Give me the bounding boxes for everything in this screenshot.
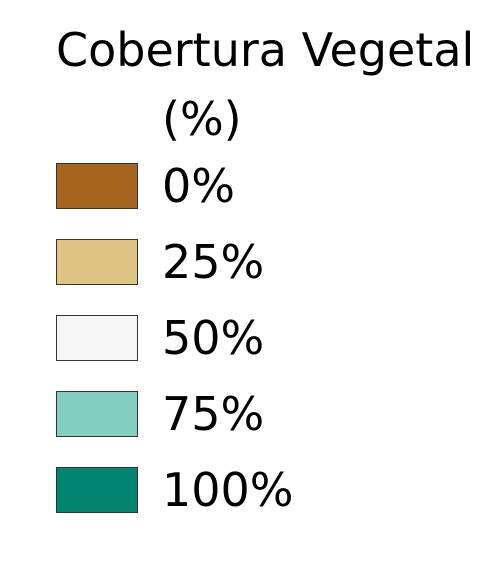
legend-swatch-25 <box>56 239 138 285</box>
legend-title: Cobertura Vegetal <box>56 23 475 77</box>
legend-swatch-100 <box>56 467 138 513</box>
legend-label-0: 0% <box>162 159 235 213</box>
legend-swatch-75 <box>56 391 138 437</box>
legend-label-75: 75% <box>162 387 265 441</box>
legend-title-unit: (%) <box>162 92 242 146</box>
legend-swatch-0 <box>56 163 138 209</box>
legend-label-100: 100% <box>162 463 294 517</box>
legend-label-50: 50% <box>162 311 265 365</box>
legend-swatch-50 <box>56 315 138 361</box>
legend-label-25: 25% <box>162 235 265 289</box>
